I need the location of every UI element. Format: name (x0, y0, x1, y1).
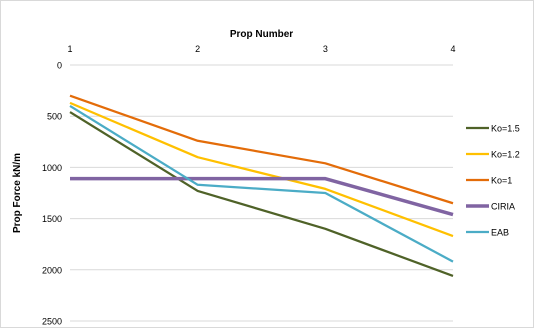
y-axis-title: Prop Force kN/m (12, 153, 23, 233)
series-line-ko-1-2 (69, 101, 454, 238)
series-lines (69, 94, 454, 277)
x-axis-ticks: 1 2 3 4 (67, 44, 455, 54)
y-axis-ticks: 0 500 1000 1500 2000 2500 (42, 61, 62, 327)
legend-label: Ko=1.5 (491, 124, 520, 134)
y-tick-label: 500 (47, 112, 62, 122)
y-tick-label: 1500 (42, 214, 62, 224)
x-tick-label: 4 (450, 44, 455, 54)
gridlines (70, 64, 453, 322)
legend-label: Ko=1.2 (491, 150, 520, 160)
legend: Ko=1.5 Ko=1.2 Ko=1 CIRIA EAB (466, 124, 520, 238)
y-tick-label: 2500 (42, 317, 62, 327)
series-line-ko-1-5 (69, 111, 454, 277)
x-axis-title: Prop Number (230, 29, 293, 40)
y-tick-label: 0 (57, 61, 62, 71)
series-line-ko-1 (69, 94, 454, 205)
x-tick-label: 1 (67, 44, 72, 54)
y-tick-label: 1000 (42, 163, 62, 173)
legend-label: EAB (491, 228, 509, 238)
series-line-ciria (70, 176, 454, 217)
legend-label: Ko=1 (491, 176, 512, 186)
y-tick-label: 2000 (42, 265, 62, 275)
x-tick-label: 3 (323, 44, 328, 54)
legend-label: CIRIA (491, 202, 515, 212)
x-tick-label: 2 (195, 44, 200, 54)
series-line-eab (69, 105, 454, 263)
